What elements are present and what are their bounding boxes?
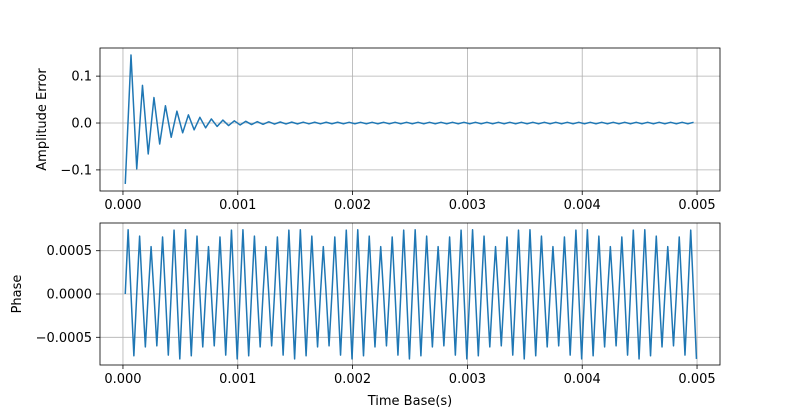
x-tick-label: 0.003 (449, 198, 486, 213)
series-line (124, 229, 698, 360)
x-axis-label: Time Base(s) (367, 394, 453, 409)
y-tick-label: 0.0 (71, 117, 92, 132)
y-tick-label: 0.0005 (47, 244, 93, 259)
x-tick-label: 0.004 (564, 198, 601, 213)
x-tick-label: 0.004 (564, 372, 601, 387)
x-tick-label: 0.002 (334, 198, 371, 213)
x-tick-label: 0.001 (219, 198, 256, 213)
series-line (124, 54, 694, 185)
x-tick-label: 0.005 (678, 372, 715, 387)
y-tick-label: 0.1 (71, 70, 92, 85)
y-axis-label: Amplitude Error (35, 68, 50, 171)
x-tick-label: 0.001 (219, 372, 256, 387)
x-tick-label: 0.005 (678, 198, 715, 213)
axes-frame (99, 47, 721, 192)
y-axis-label: Phase (10, 275, 25, 314)
y-tick-label: 0.0000 (47, 288, 93, 303)
phase-panel: 0.000 0.001 0.002 0.003 0.004 0.005 0.0005 0.00… (10, 222, 721, 409)
amplitude-error-panel: 0.000 0.001 0.002 0.003 0.004 0.005 0.1 0.0 −0.1… (35, 47, 721, 213)
y-tick-label: −0.0005 (36, 331, 92, 346)
x-tick-label: 0.002 (334, 372, 371, 387)
x-tick-label: 0.000 (104, 198, 141, 213)
y-tick-label: −0.1 (60, 163, 92, 178)
x-tick-label: 0.003 (449, 372, 486, 387)
x-tick-label: 0.000 (104, 372, 141, 387)
